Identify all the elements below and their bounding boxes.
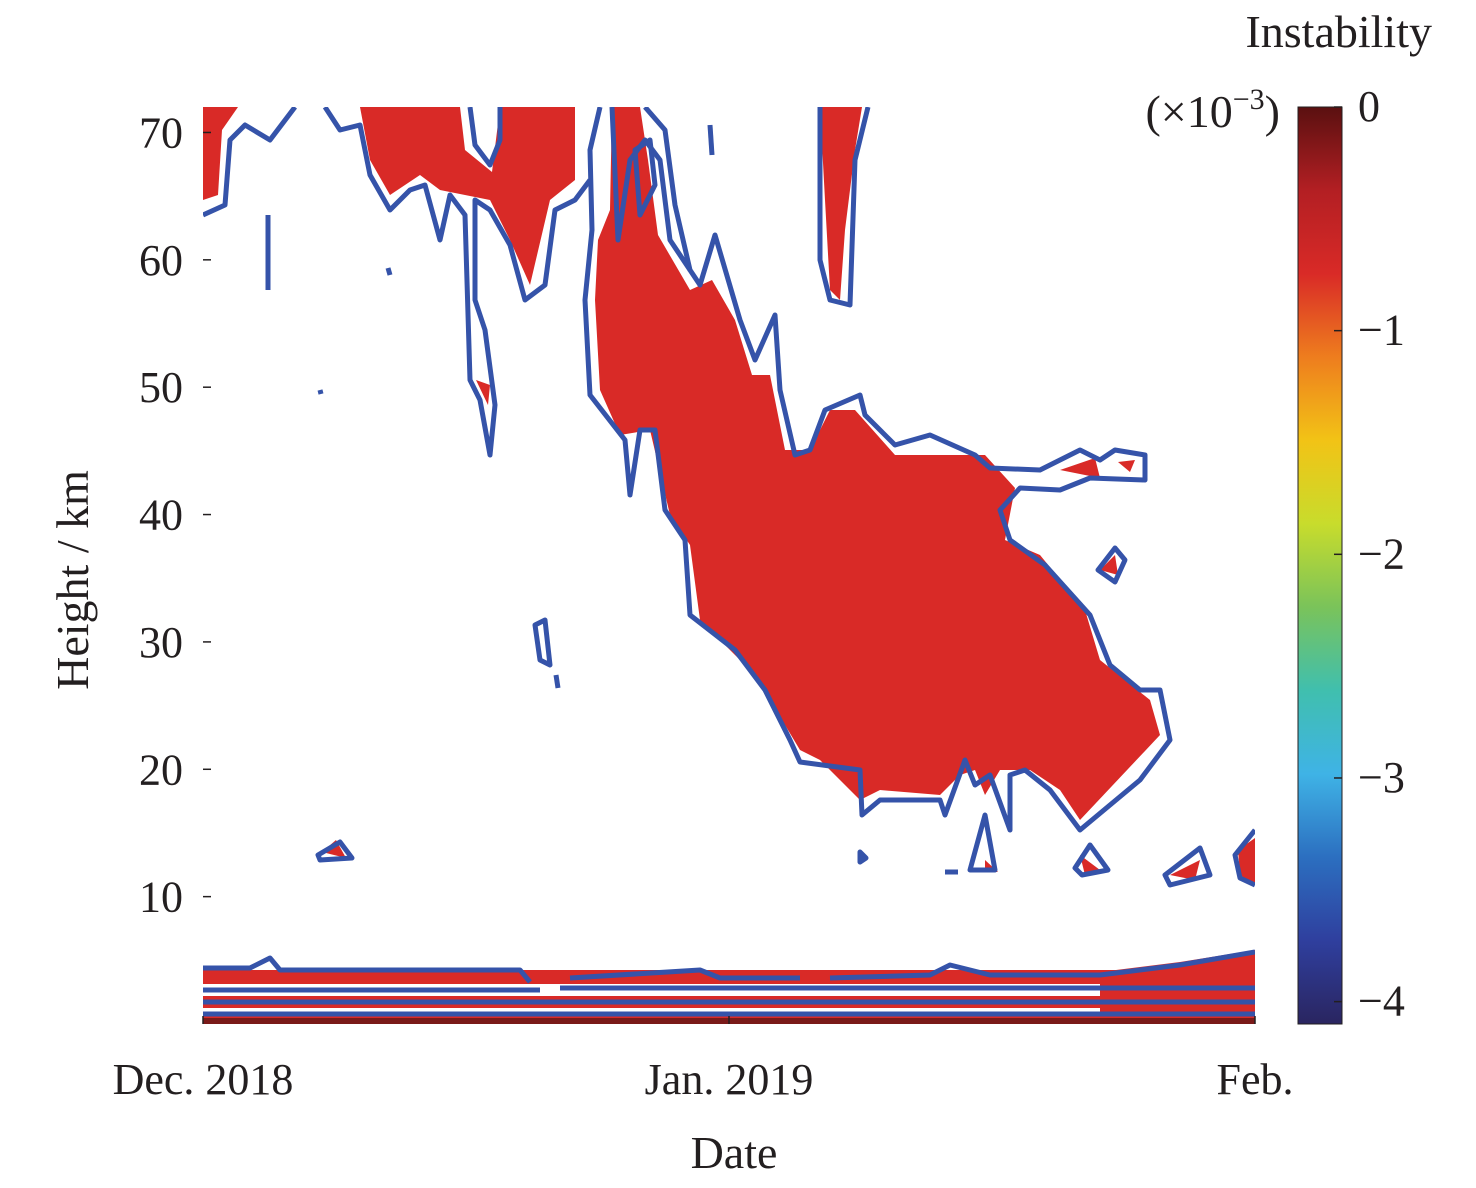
contour-c11 <box>553 674 561 689</box>
colorbar-unit: (×10−3) <box>1145 83 1280 137</box>
patch-4 <box>1118 460 1135 472</box>
y-tick-label: 70 <box>139 108 183 157</box>
patch-1 <box>476 380 490 405</box>
contour-c8 <box>707 124 715 156</box>
y-tick-label: 10 <box>139 873 183 922</box>
contour-surface-2 <box>569 967 800 981</box>
contour-c3 <box>322 107 592 458</box>
region-main <box>595 107 1160 820</box>
patch-5 <box>1100 555 1118 575</box>
contour-c2 <box>203 107 297 218</box>
y-tick-label: 30 <box>139 618 183 667</box>
colorbar-tick-label: −2 <box>1358 529 1405 578</box>
contour-main <box>582 107 1173 833</box>
patch-2 <box>322 840 346 858</box>
colorbar-title: Instability <box>1245 6 1432 57</box>
contour-c20 <box>385 267 393 276</box>
colorbar-ticks: 0 −1 −2 −3 −4 <box>1334 82 1405 1026</box>
y-axis: 10 20 30 40 50 60 70 <box>139 108 211 922</box>
colorbar: 0−1−2−3−4 Instability (×10−3) <box>1145 6 1432 1026</box>
contour-c12 <box>315 839 355 863</box>
y-tick-label: 20 <box>139 745 183 794</box>
contour-c16 <box>1232 828 1255 888</box>
contour-c5 <box>817 107 871 308</box>
colorbar-unit-exponent: −3 <box>1233 83 1265 116</box>
y-tick-label: 50 <box>139 363 183 412</box>
patch-3 <box>1060 458 1100 478</box>
colorbar-tick-label: −3 <box>1358 753 1405 802</box>
y-tick-label: 60 <box>139 236 183 285</box>
x-axis-title: Date <box>691 1127 778 1178</box>
contour-surface-3 <box>829 949 1255 981</box>
patch-7 <box>1170 860 1200 880</box>
x-tick-label: Feb. <box>1217 1055 1294 1104</box>
y-tick-label: 40 <box>139 491 183 540</box>
contour-c7 <box>632 137 658 218</box>
x-axis: Dec. 2018 Jan. 2019 Feb. <box>113 1016 1294 1104</box>
heatmap-field <box>203 107 1255 1024</box>
contour-c21 <box>317 389 324 395</box>
region-upper-mid <box>360 107 575 285</box>
colorbar-unit-suffix: ) <box>1265 86 1280 137</box>
region-upper-right <box>820 107 862 300</box>
contour-c6 <box>609 107 693 272</box>
contour-c10 <box>532 617 553 668</box>
contour-c14 <box>1072 842 1111 878</box>
region-upper-left <box>203 107 238 200</box>
x-tick-label: Dec. 2018 <box>113 1055 294 1104</box>
contour-c4 <box>467 107 503 168</box>
y-axis-title: Height / km <box>47 470 98 690</box>
x-tick-label: Jan. 2019 <box>645 1055 814 1104</box>
colorbar-gradient <box>1297 106 1343 1025</box>
contour-c13 <box>1095 545 1128 585</box>
colorbar-tick-label: −4 <box>1358 977 1405 1026</box>
colorbar-unit-prefix: (×10 <box>1145 86 1232 137</box>
colorbar-tick-label: −1 <box>1358 306 1405 355</box>
contour-lines <box>203 107 1255 1017</box>
contour-c19 <box>857 849 869 865</box>
contour-c15 <box>1162 845 1213 888</box>
colorbar-tick-label: 0 <box>1358 82 1380 131</box>
contour-c17 <box>967 812 998 873</box>
contour-surface-1 <box>203 955 532 984</box>
